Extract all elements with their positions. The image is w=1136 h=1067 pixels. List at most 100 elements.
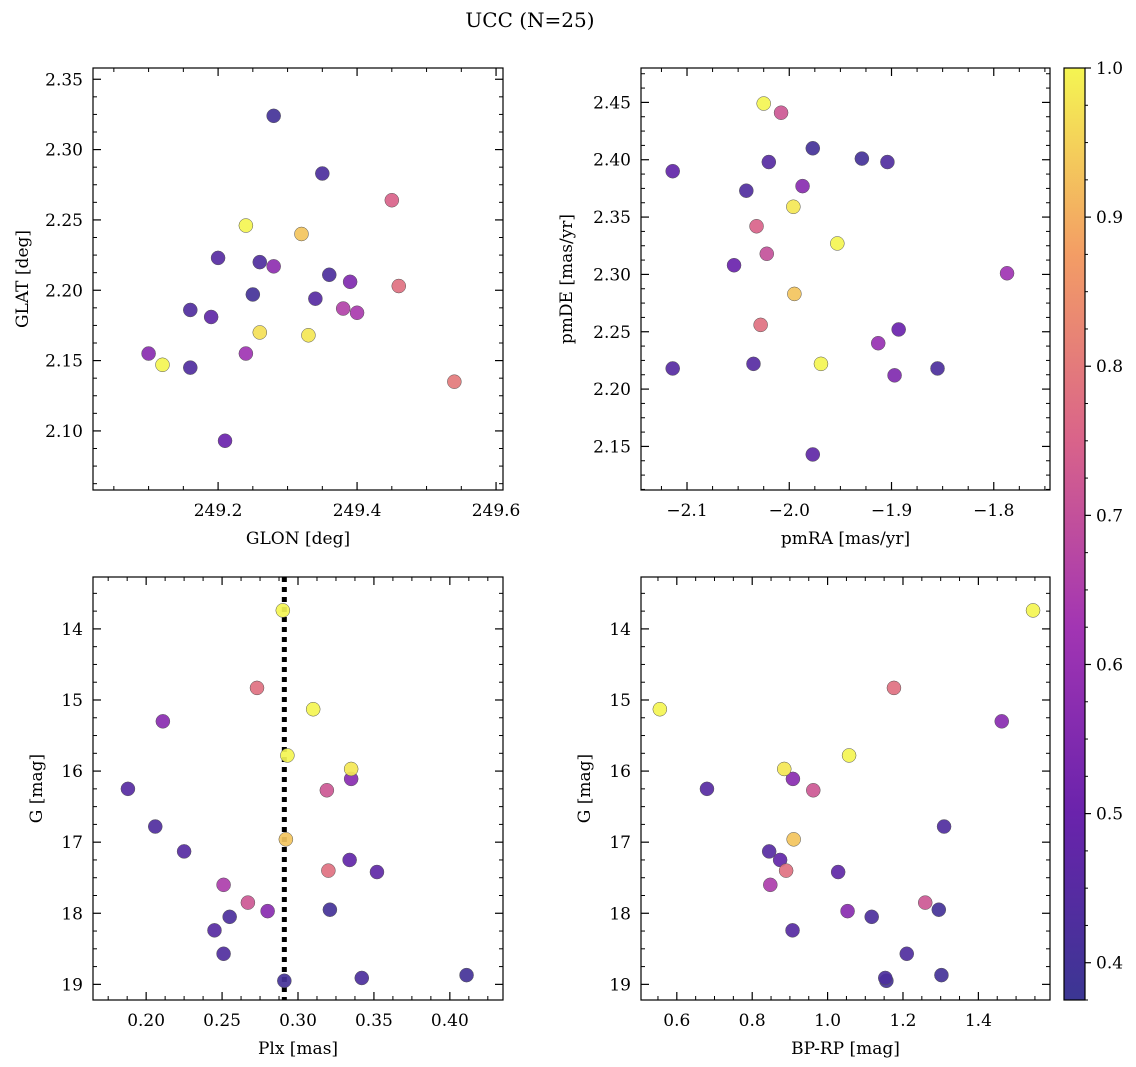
x-tick-label: −1.9 — [871, 501, 912, 521]
y-tick-label: 2.15 — [593, 437, 631, 457]
data-point — [301, 328, 316, 343]
data-point — [321, 863, 336, 878]
data-point — [183, 360, 198, 375]
x-tick-label: 1.4 — [965, 1011, 992, 1031]
y-axis-label: GLAT [deg] — [13, 230, 33, 328]
x-tick-label: −2.1 — [666, 501, 707, 521]
data-point — [319, 783, 335, 798]
x-axis-label: pmRA [mas/yr] — [781, 529, 910, 549]
data-point — [252, 325, 268, 340]
axes-frame — [640, 576, 1051, 1001]
data-point — [854, 151, 870, 166]
y-axis-label: G [mag] — [575, 754, 595, 823]
data-point — [342, 274, 358, 290]
x-tick-label: 0.35 — [355, 1011, 393, 1031]
data-point — [739, 183, 754, 198]
y-tick-label: 2.45 — [593, 93, 631, 113]
panel-pmra-pmde: −2.1 −2.0 −1.9 −1.8 2.15 2.20 2.25 2.30 2.35 2.40… — [557, 67, 1051, 549]
data-point — [813, 356, 829, 372]
data-point — [342, 852, 357, 868]
data-point — [238, 346, 254, 361]
axes-frame — [92, 67, 504, 491]
y-tick-label: 2.20 — [593, 380, 631, 400]
data-point — [275, 603, 291, 618]
data-point — [369, 864, 385, 880]
data-point — [210, 250, 226, 266]
data-point — [217, 433, 233, 449]
data-point — [787, 286, 802, 302]
data-point — [756, 96, 771, 111]
x-tick-label: 249.2 — [194, 501, 243, 521]
data-point — [652, 701, 668, 717]
data-point — [994, 714, 1009, 729]
data-point — [665, 163, 680, 179]
data-point — [931, 902, 947, 917]
data-point — [899, 946, 915, 962]
data-point — [805, 447, 821, 462]
y-tick-label: 2.35 — [593, 208, 631, 228]
data-point — [746, 356, 761, 372]
colorbar-tick-label: 0.8 — [1096, 357, 1123, 377]
x-tick-label: −2.0 — [769, 501, 810, 521]
data-point — [726, 257, 742, 273]
panel-bprp-g: 0.6 0.8 1.0 1.2 1.4 14 15 16 17 18 19 BP-RP [mag] G … — [575, 576, 1051, 1059]
data-point — [753, 317, 768, 333]
data-point — [207, 923, 222, 938]
y-axis-label: pmDE [mas/yr] — [557, 214, 577, 344]
data-point — [887, 368, 902, 383]
colorbar-tick-label: 0.5 — [1096, 805, 1123, 825]
data-point — [343, 761, 359, 777]
x-tick-label: 0.6 — [663, 1011, 690, 1031]
y-tick-label: 2.35 — [45, 70, 83, 90]
data-point — [749, 219, 764, 234]
data-point — [1025, 603, 1041, 618]
data-point — [830, 236, 845, 251]
x-tick-label: 0.20 — [127, 1011, 165, 1031]
data-point — [795, 178, 810, 194]
data-point — [840, 903, 855, 919]
colorbar-tick-label: 0.7 — [1096, 506, 1123, 526]
data-point — [864, 909, 879, 925]
data-point — [216, 946, 231, 962]
data-point — [240, 895, 256, 910]
x-tick-label: 0.40 — [431, 1011, 469, 1031]
axes-frame — [92, 576, 504, 1001]
data-point — [203, 309, 219, 325]
data-point — [880, 154, 895, 170]
y-tick-label: 17 — [61, 833, 83, 853]
x-tick-label: −1.8 — [973, 501, 1014, 521]
data-point — [699, 781, 715, 797]
data-point — [266, 108, 281, 124]
x-tick-label: 1.2 — [889, 1011, 916, 1031]
data-point — [778, 863, 794, 878]
y-tick-label: 18 — [61, 904, 83, 924]
figure-title: UCC (N=25) — [465, 8, 594, 32]
data-point — [459, 967, 474, 983]
y-tick-label: 2.30 — [593, 265, 631, 285]
data-point — [335, 301, 351, 316]
data-point — [280, 748, 295, 763]
y-tick-label: 16 — [61, 762, 83, 782]
data-point — [830, 864, 846, 880]
data-point — [176, 844, 192, 859]
panel-glon-glat: 249.2 249.4 249.6 2.10 2.15 2.20 2.25 2.30 2.35 G… — [13, 67, 521, 549]
x-tick-label: 1.0 — [814, 1011, 841, 1031]
axes-frame — [640, 67, 1051, 491]
data-point — [305, 701, 321, 717]
y-axis-label: G [mag] — [27, 754, 47, 823]
data-point — [785, 771, 801, 787]
y-tick-label: 16 — [609, 762, 631, 782]
data-point — [786, 832, 801, 847]
y-tick-label: 2.30 — [45, 141, 83, 161]
y-tick-label: 15 — [61, 691, 83, 711]
colorbar: 0.4 0.5 0.6 0.7 0.8 0.9 1.0 — [1063, 59, 1123, 1001]
x-axis-label: GLON [deg] — [246, 529, 350, 549]
x-tick-label: 249.6 — [472, 501, 521, 521]
data-point — [936, 819, 952, 834]
data-point — [447, 374, 462, 389]
data-point — [805, 141, 821, 156]
data-point — [155, 714, 171, 729]
x-tick-label: 0.25 — [203, 1011, 241, 1031]
data-point — [308, 291, 323, 306]
data-point — [773, 105, 789, 120]
